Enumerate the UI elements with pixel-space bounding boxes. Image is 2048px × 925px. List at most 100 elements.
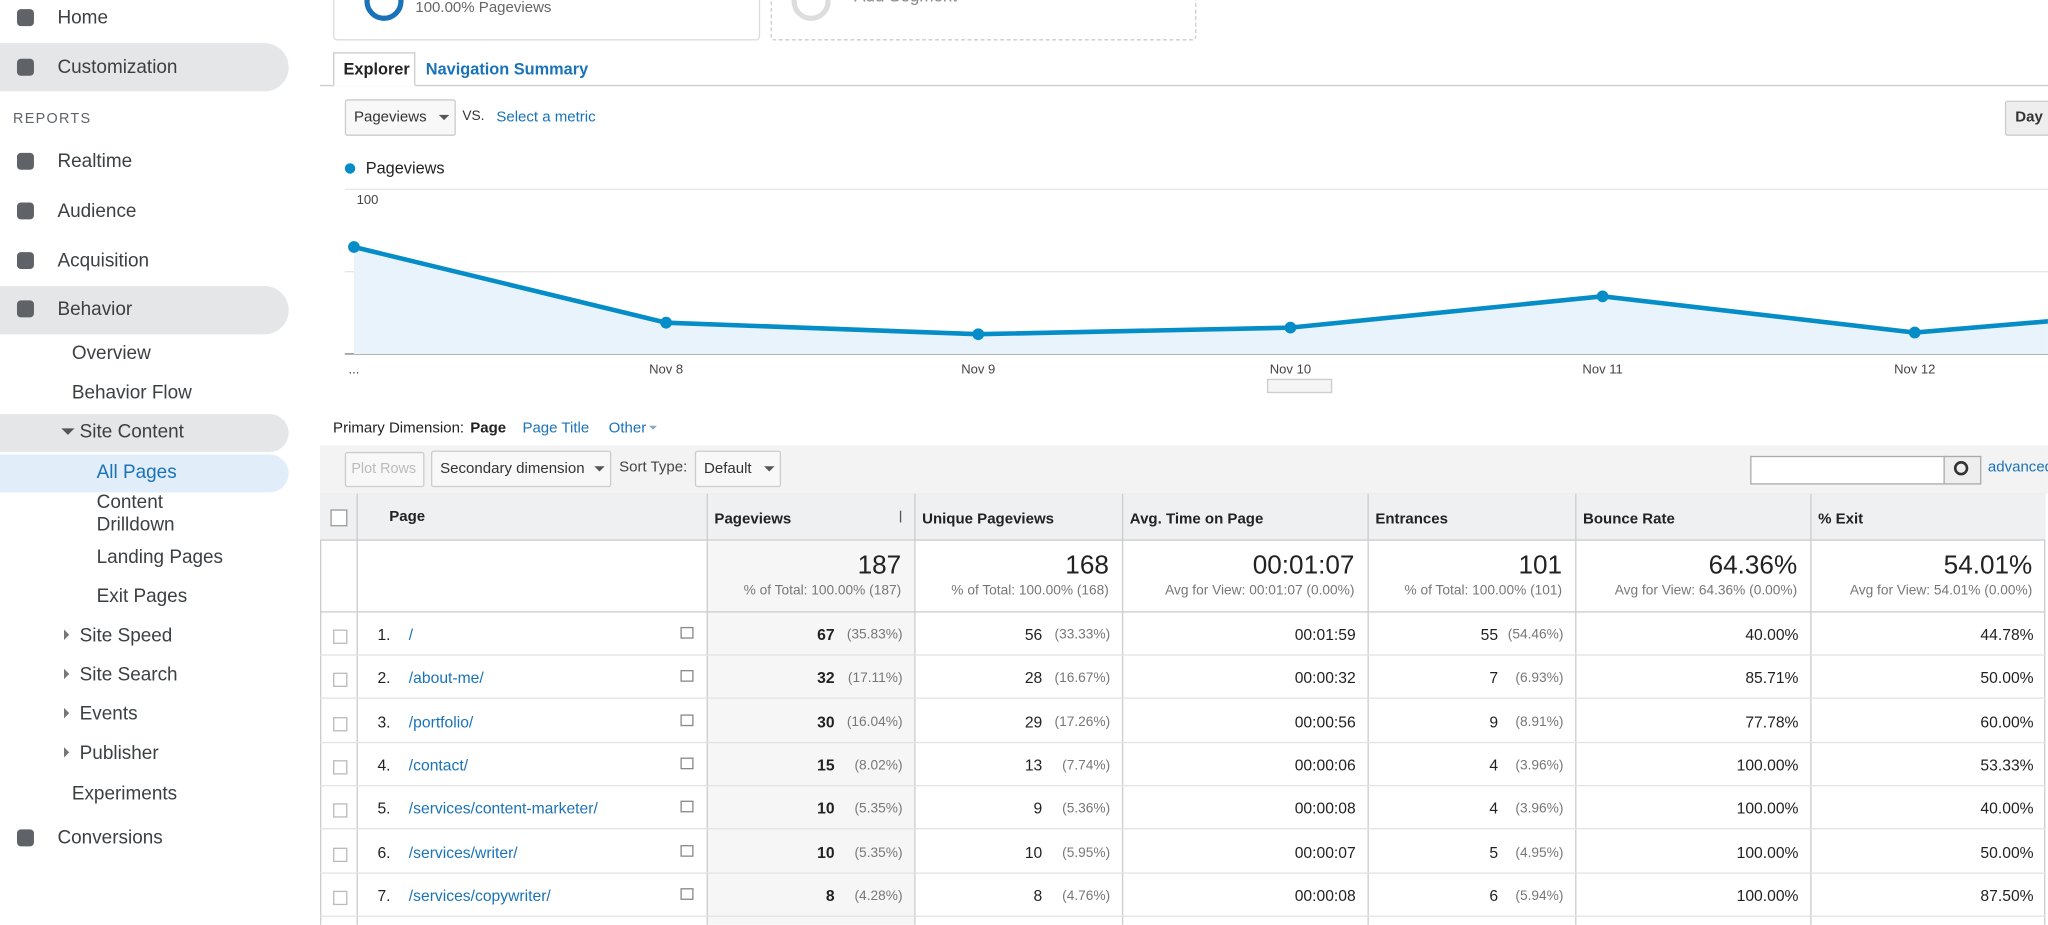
- nav-item[interactable]: Exit Pages: [96, 586, 188, 608]
- nav-item[interactable]: Realtime: [57, 151, 133, 173]
- dimension-label: Primary Dimension:: [333, 420, 465, 437]
- checkbox[interactable]: [333, 673, 348, 688]
- day-label: Day: [2015, 109, 2043, 126]
- column-divider: [356, 493, 358, 925]
- page-link[interactable]: /about-me/: [408, 669, 484, 688]
- page-link[interactable]: /: [408, 625, 414, 644]
- nav-highlight: [0, 414, 289, 452]
- header-bg: [319, 493, 2046, 541]
- nav-item[interactable]: Experiments: [71, 783, 178, 805]
- column-header[interactable]: Entrances: [1375, 511, 1448, 528]
- nav-item[interactable]: Home: [57, 7, 108, 29]
- cell-percent: (5.94%): [1515, 887, 1564, 904]
- dimension-option[interactable]: Page Title: [522, 420, 590, 437]
- cell-percent: (6.93%): [1515, 670, 1564, 687]
- column-header[interactable]: Bounce Rate: [1582, 511, 1675, 528]
- nav-item[interactable]: REPORTS: [13, 111, 92, 127]
- cell-percent: (3.96%): [1515, 800, 1564, 817]
- cell-value: 00:01:59: [1294, 625, 1356, 644]
- nav-item[interactable]: Publisher: [79, 743, 159, 765]
- total-value: 168: [1065, 551, 1109, 580]
- nav-item[interactable]: Landing Pages: [96, 547, 224, 569]
- checkbox[interactable]: [333, 890, 348, 905]
- secondary-select[interactable]: [431, 450, 612, 488]
- area: [353, 246, 2048, 354]
- x-tick-label: ...: [349, 362, 360, 377]
- page-link[interactable]: /services/writer/: [408, 843, 518, 862]
- nav-icon: [16, 152, 34, 170]
- plot-rows-button[interactable]: [344, 451, 425, 488]
- column-header[interactable]: Avg. Time on Page: [1129, 511, 1264, 528]
- cell-value: 44.78%: [1980, 625, 2034, 644]
- row-index: 3.: [377, 712, 391, 731]
- tab-active: [333, 52, 416, 87]
- sort-arrow: [899, 510, 902, 523]
- sort-label: Sort Type:: [619, 459, 688, 476]
- checkbox[interactable]: [333, 629, 348, 644]
- column-header[interactable]: Pageviews: [714, 511, 792, 528]
- x-tick-label: Nov 10: [1270, 362, 1311, 377]
- link-icon: [680, 626, 694, 639]
- nav-item[interactable]: Behavior: [57, 299, 133, 320]
- cell-value: 77.78%: [1745, 712, 1799, 731]
- nav-item[interactable]: Audience: [57, 201, 137, 223]
- nav-item[interactable]: Site Speed: [79, 625, 173, 647]
- nav-item[interactable]: Site Search: [79, 664, 178, 686]
- page-link[interactable]: /portfolio/: [408, 712, 474, 731]
- total-value: 64.36%: [1708, 551, 1798, 580]
- cell-value: 4: [1489, 799, 1499, 818]
- row-divider: [319, 697, 2046, 700]
- search-box[interactable]: [1750, 455, 1947, 485]
- x-tick-label: Nov 11: [1582, 362, 1622, 377]
- dimension-option[interactable]: Other: [608, 420, 647, 437]
- sort-select[interactable]: [694, 450, 782, 488]
- checkbox[interactable]: [333, 847, 348, 862]
- tab[interactable]: Navigation Summary: [425, 60, 589, 79]
- caret: [438, 114, 450, 125]
- cell-value: 15: [817, 756, 835, 775]
- dimension-option[interactable]: Page: [470, 420, 507, 437]
- cell-value: 100.00%: [1736, 843, 1799, 862]
- select-metric[interactable]: Select a metric: [496, 109, 596, 126]
- add-segment-ring: [791, 0, 831, 21]
- checkbox[interactable]: [330, 509, 348, 527]
- page-link[interactable]: /services/content-marketer/: [408, 799, 598, 818]
- nav-item[interactable]: Events: [79, 703, 138, 725]
- column-header[interactable]: Page: [389, 509, 426, 526]
- nav-item[interactable]: Content Drilldown: [96, 492, 175, 536]
- row-divider: [319, 741, 2046, 743]
- cell-value: 55: [1480, 625, 1499, 644]
- totals-bg: [706, 540, 915, 925]
- add-segment-box[interactable]: [770, 0, 1197, 41]
- metric-select-label: Pageviews: [353, 109, 427, 126]
- column-divider: [1575, 493, 1577, 925]
- checkbox[interactable]: [333, 803, 348, 818]
- nav-item[interactable]: Acquisition: [57, 250, 150, 272]
- cell-percent: (8.02%): [854, 757, 903, 774]
- row-divider: [319, 828, 2046, 830]
- checkbox[interactable]: [333, 716, 348, 731]
- cell-percent: (4.95%): [1515, 844, 1564, 861]
- plot-rows-label: Plot Rows: [351, 461, 417, 477]
- page-link[interactable]: /services/copywriter/: [408, 886, 551, 905]
- checkbox[interactable]: [333, 760, 348, 775]
- column-header[interactable]: Unique Pageviews: [922, 511, 1055, 528]
- page-link[interactable]: /contact/: [408, 756, 469, 775]
- nav-item[interactable]: Behavior Flow: [71, 382, 192, 404]
- nav-item[interactable]: Conversions: [57, 828, 163, 849]
- metric-select[interactable]: [344, 99, 456, 136]
- row-index: 4.: [377, 756, 391, 775]
- nav-item[interactable]: Overview: [71, 343, 151, 365]
- nav-item[interactable]: Site Content: [79, 421, 184, 443]
- segment-box: [333, 0, 761, 41]
- cell-value: 50.00%: [1980, 669, 2034, 688]
- nav-item[interactable]: All Pages: [96, 462, 177, 484]
- column-divider: [1810, 493, 1812, 925]
- advanced-link[interactable]: advanced: [1987, 459, 2048, 476]
- column-header[interactable]: % Exit: [1818, 511, 1864, 528]
- day-button[interactable]: [2004, 100, 2048, 136]
- tab[interactable]: Explorer: [343, 60, 410, 79]
- nav-item[interactable]: Customization: [57, 57, 178, 79]
- cell-percent: (16.04%): [846, 713, 903, 730]
- cell-percent: (33.33%): [1054, 626, 1111, 643]
